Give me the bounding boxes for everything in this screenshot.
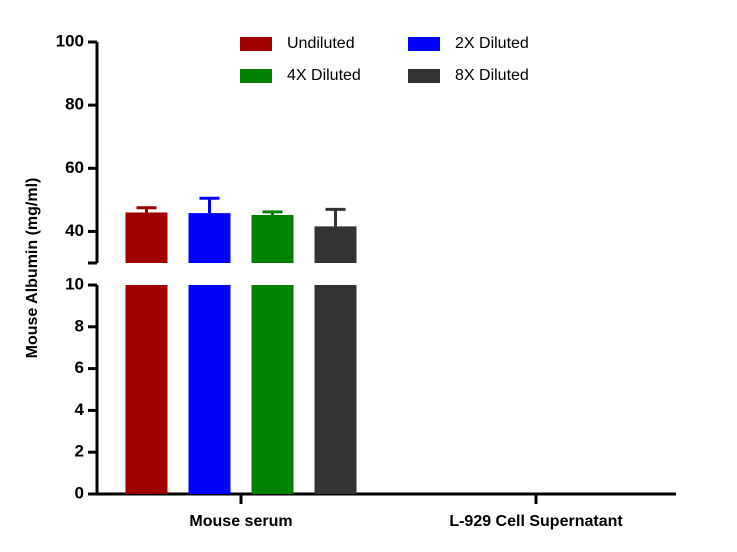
x-tick-label: Mouse serum: [189, 513, 292, 530]
y-tick-label: 10: [65, 274, 84, 293]
y-tick-label: 8: [75, 316, 84, 335]
legend-swatch: [240, 69, 272, 83]
error-bar: [325, 207, 346, 227]
plot: 0 2 4 6 8 10 40 60 80 100 Mouse serum L-929 Cell Su…: [56, 31, 624, 530]
bar: [314, 285, 357, 494]
legend-swatch: [240, 37, 272, 51]
y-axis-label: Mouse Albumin (mg/ml): [24, 178, 41, 359]
axes: [88, 42, 676, 496]
y-tick-label: 100: [56, 31, 84, 50]
legend-label: 4X Diluted: [287, 67, 361, 84]
error-bar: [262, 210, 283, 216]
bar: [251, 215, 294, 263]
bar: [251, 285, 294, 494]
error-bar: [136, 206, 157, 213]
bar: [314, 226, 357, 263]
y-tick-label: 6: [75, 358, 84, 377]
bar: [125, 285, 168, 494]
bar: [125, 212, 168, 263]
y-tick-label: 4: [75, 400, 85, 419]
bar: [188, 213, 231, 263]
y-tick-label: 2: [75, 442, 84, 461]
bar: [188, 285, 231, 494]
legend-label: Undiluted: [287, 35, 355, 52]
legend-swatch: [408, 37, 440, 51]
legend-label: 8X Diluted: [455, 67, 529, 84]
legend-label: 2X Diluted: [455, 35, 529, 52]
x-tick-label: L-929 Cell Supernatant: [449, 513, 623, 530]
legend-swatch: [408, 69, 440, 83]
y-tick-label: 40: [65, 221, 84, 240]
y-tick-label: 80: [65, 95, 84, 114]
y-tick-label: 0: [75, 483, 84, 502]
error-bar: [199, 196, 220, 214]
y-tick-label: 60: [65, 158, 84, 177]
